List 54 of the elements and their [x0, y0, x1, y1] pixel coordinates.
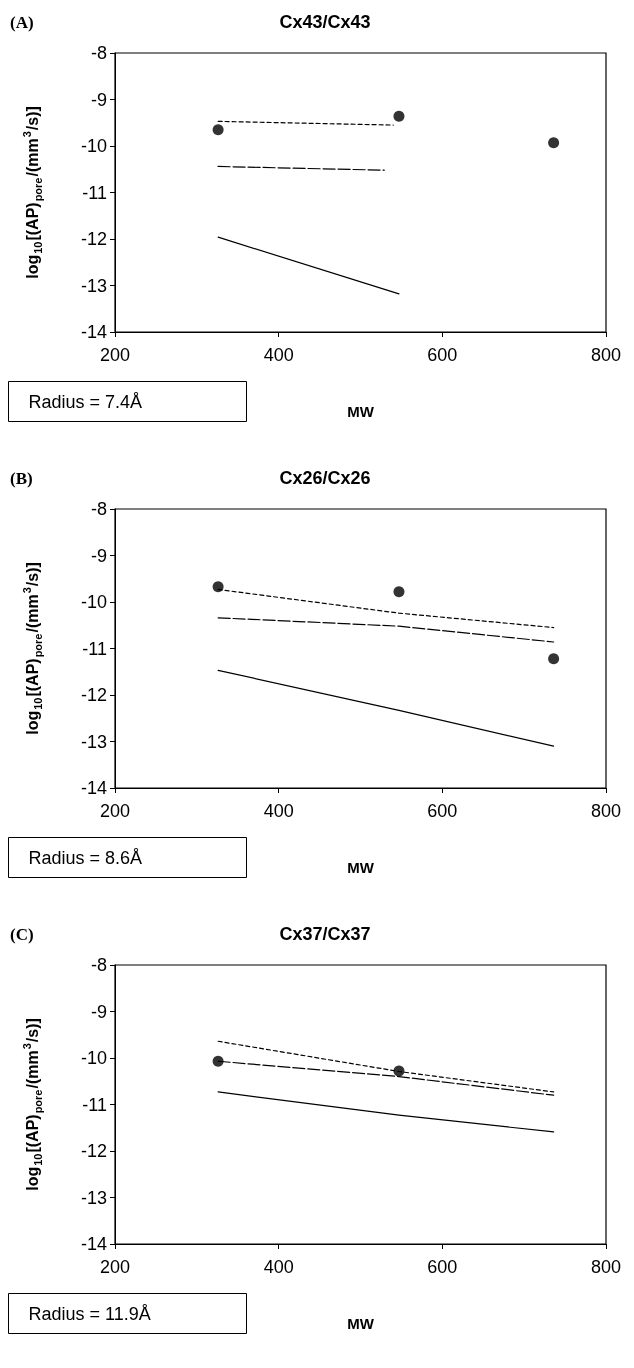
x-tick-label: 200: [99, 801, 131, 821]
x-axis-title: MW: [347, 1315, 375, 1332]
x-axis-title: MW: [347, 859, 375, 876]
x-tick-label: 200: [99, 345, 131, 365]
y-tick-label: -8: [90, 955, 107, 975]
x-tick-label: 400: [263, 345, 294, 365]
chart-title: Cx37/Cx37: [279, 924, 371, 944]
y-tick-label: -10: [80, 136, 107, 156]
y-tick-label: -10: [80, 1048, 107, 1068]
chart-title: Cx43/Cx43: [279, 12, 371, 32]
x-tick-label: 200: [99, 1257, 131, 1277]
x-tick-label: 600: [427, 1257, 458, 1277]
point: [548, 137, 560, 149]
y-tick-label: -9: [90, 89, 107, 110]
point: [393, 586, 405, 598]
y-tick-label: -12: [80, 685, 107, 705]
point: [212, 124, 224, 136]
point: [393, 110, 405, 122]
point: [212, 581, 224, 593]
text: (A): [10, 13, 34, 32]
text: Radius = 11.9Å: [28, 1303, 151, 1324]
y-tick-label: -14: [80, 322, 107, 342]
x-tick-label: 400: [263, 801, 294, 821]
point: [548, 653, 560, 665]
x-axis-title: MW: [347, 403, 375, 420]
y-axis-title: log10[(AP)pore/(mm3/s)]: [20, 562, 44, 735]
text: (B): [10, 469, 33, 488]
x-tick-label: 800: [590, 1257, 622, 1277]
text: (C): [10, 925, 34, 944]
y-tick-label: -12: [80, 229, 107, 249]
y-tick-label: -8: [90, 499, 107, 519]
y-tick-label: -11: [82, 182, 107, 203]
y-tick-label: -8: [90, 43, 107, 63]
y-tick-label: -14: [80, 778, 107, 798]
y-tick-label: -9: [90, 1001, 107, 1022]
x-tick-label: 800: [590, 801, 622, 821]
x-tick-label: 600: [427, 345, 458, 365]
y-tick-label: -13: [80, 731, 107, 752]
y-tick-label: -11: [82, 638, 107, 659]
x-tick-label: 800: [590, 345, 622, 365]
y-tick-label: -10: [80, 592, 107, 612]
x-tick-label: 400: [263, 1257, 294, 1277]
y-axis-title: log10[(AP)pore/(mm3/s)]: [20, 1018, 44, 1191]
y-tick-label: -12: [80, 1141, 107, 1161]
text: Radius = 7.4Å: [28, 391, 143, 412]
y-tick-label: -13: [80, 275, 107, 296]
y-tick-label: -11: [82, 1094, 107, 1115]
y-tick-label: -14: [80, 1234, 107, 1254]
y-tick-label: -9: [90, 545, 107, 566]
chart-title: Cx26/Cx26: [279, 468, 371, 488]
x-tick-label: 600: [427, 801, 458, 821]
y-axis-title: log10[(AP)pore/(mm3/s)]: [20, 106, 44, 279]
y-tick-label: -13: [80, 1187, 107, 1208]
text: Radius = 8.6Å: [28, 847, 143, 868]
